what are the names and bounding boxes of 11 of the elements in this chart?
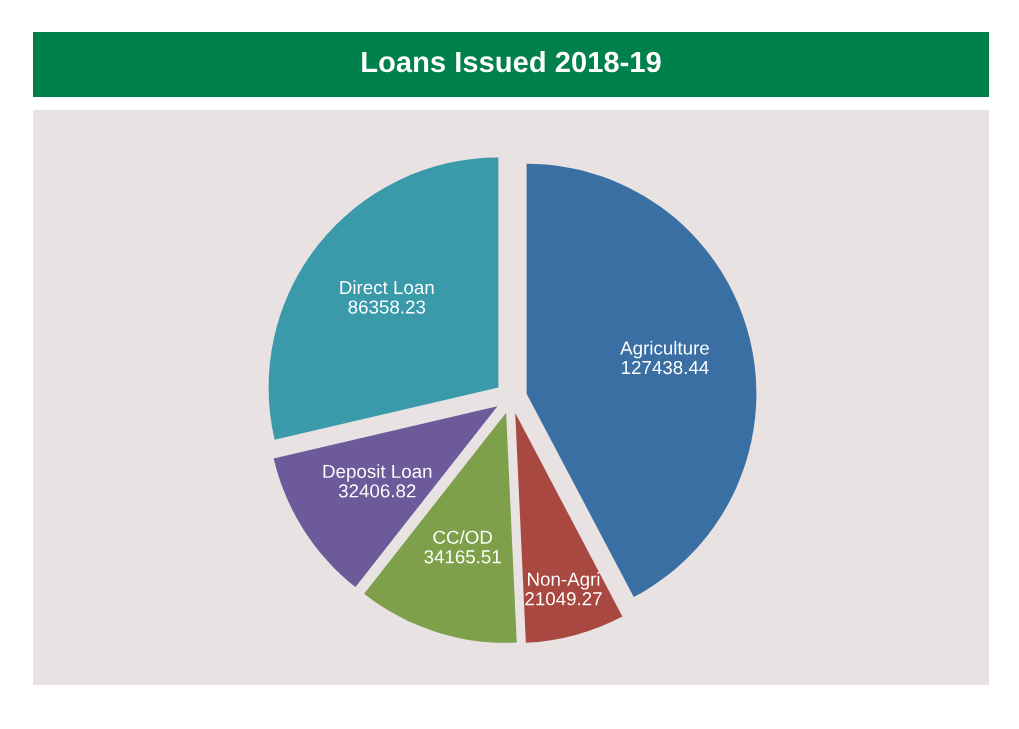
- slice-label: Agriculture: [620, 340, 709, 359]
- slice-label: Direct Loan: [340, 280, 434, 295]
- data-label: 32406.82: [338, 484, 416, 498]
- slice-label: Deposit Loan: [323, 464, 432, 482]
- data-label: 34165.51: [424, 550, 501, 564]
- data-label: 127438.44: [622, 360, 709, 375]
- chart-title: Loans Issued 2018-19: [362, 50, 661, 73]
- data-label: 21049.27: [525, 592, 602, 606]
- slice-label: Non-Agri: [528, 572, 600, 590]
- data-label: 86358.23: [348, 300, 426, 314]
- slice-label: CC/OD: [433, 530, 492, 544]
